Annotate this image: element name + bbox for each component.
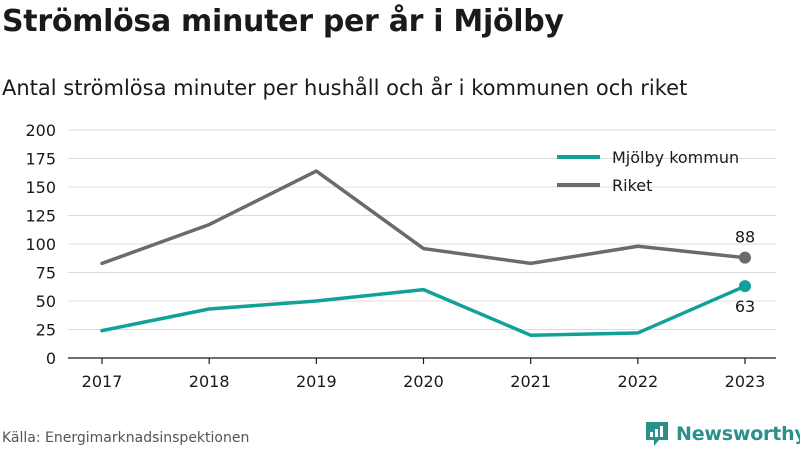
series-end-point (739, 251, 751, 264)
chart-subtitle: Antal strömlösa minuter per hushåll och … (2, 76, 688, 100)
y-tick-label: 125 (25, 207, 56, 226)
y-tick-label: 200 (25, 121, 56, 140)
y-axis-ticks: 0 25 50 75 100 125 150 175 200 (25, 121, 56, 368)
y-tick-label: 100 (25, 235, 56, 254)
y-tick-label: 75 (36, 264, 56, 283)
brand-logo: Newsworthy (644, 420, 800, 448)
series-lines: 63 88 (100, 169, 755, 337)
series-end-label: 88 (735, 228, 755, 247)
x-axis: 2017 2018 2019 2020 2021 2022 2023 (68, 357, 776, 391)
series-line-mjolby (100, 284, 747, 337)
chart-title: Strömlösa minuter per år i Mjölby (2, 4, 564, 39)
source-note: Källa: Energimarknadsinspektionen (2, 430, 250, 446)
x-tick-label: 2019 (296, 372, 337, 391)
series-end-point (739, 280, 751, 293)
x-tick-label: 2017 (82, 372, 123, 391)
x-tick-label: 2023 (725, 372, 766, 391)
y-tick-label: 0 (46, 349, 56, 368)
y-tick-label: 50 (36, 292, 56, 311)
brand-name: Newsworthy (676, 423, 800, 445)
legend: Mjölby kommun Riket (557, 148, 739, 195)
newsworthy-logo-icon (646, 422, 668, 446)
legend-label: Riket (612, 176, 652, 195)
x-tick-label: 2020 (403, 372, 444, 391)
legend-label: Mjölby kommun (612, 148, 739, 167)
x-tick-label: 2018 (189, 372, 230, 391)
series-line-riket (100, 169, 747, 266)
x-tick-label: 2021 (510, 372, 551, 391)
y-tick-label: 25 (36, 321, 56, 340)
y-tick-label: 175 (25, 150, 56, 169)
x-tick-label: 2022 (617, 372, 658, 391)
series-end-label: 63 (735, 297, 755, 316)
y-tick-label: 150 (25, 178, 56, 197)
grid-lines (68, 129, 776, 330)
